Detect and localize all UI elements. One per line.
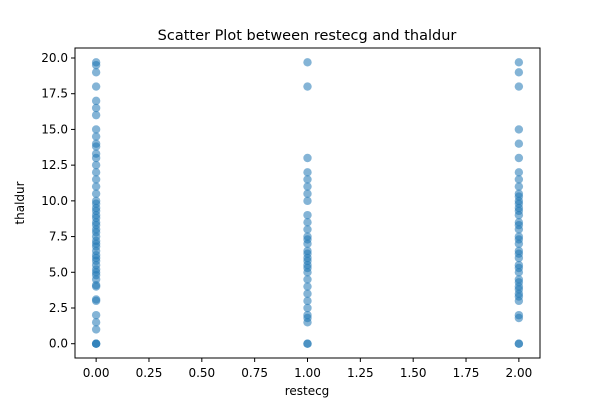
data-point (514, 139, 524, 148)
data-point (514, 275, 524, 284)
data-point (91, 125, 101, 134)
data-point (91, 103, 101, 113)
data-point (91, 318, 101, 327)
data-point (91, 96, 101, 106)
data-points (91, 58, 524, 348)
x-tick-label: 1.50 (400, 366, 427, 380)
y-axis-ticks: 0.0 2.5 5.0 7.5 10.0 12.5 15.0 17.5 20.0 (41, 51, 75, 351)
data-point (303, 182, 312, 191)
data-point (303, 168, 312, 177)
data-point (303, 196, 312, 206)
data-point (514, 232, 524, 241)
data-point (514, 260, 524, 270)
data-point (91, 189, 101, 198)
data-point (303, 232, 312, 241)
x-tick-label: 2.00 (506, 366, 533, 380)
x-axis-label: restecg (285, 384, 330, 398)
data-point (91, 339, 101, 348)
data-point (514, 218, 524, 227)
y-axis-label: thaldur (13, 181, 27, 224)
data-point (91, 168, 101, 177)
x-tick-label: 1.75 (453, 366, 480, 380)
data-point (91, 110, 101, 120)
data-point (514, 153, 524, 163)
x-tick-label: 1.00 (294, 366, 321, 380)
y-tick-label: 20.0 (41, 51, 68, 65)
x-axis-ticks: 0.00 0.25 0.50 0.75 1.00 1.25 1.50 1.75 2.00 (83, 358, 532, 380)
data-point (303, 303, 312, 313)
y-tick-label: 17.5 (41, 87, 68, 101)
data-point (91, 325, 101, 334)
data-point (303, 275, 312, 284)
y-tick-label: 10.0 (41, 194, 68, 208)
data-point (91, 132, 101, 141)
data-point (303, 289, 312, 298)
y-tick-label: 12.5 (41, 158, 68, 172)
data-point (303, 225, 312, 234)
data-point (514, 175, 524, 184)
data-point (303, 153, 312, 163)
data-point (303, 82, 312, 91)
data-point (91, 295, 101, 304)
data-point (91, 160, 101, 170)
data-point (514, 82, 524, 91)
data-point (91, 175, 101, 184)
data-point (514, 68, 524, 77)
data-point (303, 339, 312, 348)
data-point (91, 58, 101, 67)
data-point (303, 310, 312, 320)
data-point (303, 218, 312, 227)
data-point (91, 149, 101, 158)
data-point (91, 310, 101, 320)
data-point (514, 58, 524, 67)
data-point (303, 210, 312, 220)
y-tick-label: 2.5 (49, 301, 68, 315)
data-point (514, 246, 524, 256)
x-tick-label: 0.00 (83, 366, 110, 380)
data-point (91, 182, 101, 191)
y-tick-label: 0.0 (49, 337, 68, 351)
x-tick-label: 0.25 (136, 366, 163, 380)
y-tick-label: 15.0 (41, 122, 68, 136)
y-tick-label: 5.0 (49, 265, 68, 279)
data-point (514, 168, 524, 177)
data-point (303, 58, 312, 67)
data-point (91, 196, 101, 206)
data-point (303, 175, 312, 184)
data-point (514, 125, 524, 134)
data-point (514, 182, 524, 191)
data-point (514, 189, 524, 198)
data-point (91, 82, 101, 91)
data-point (303, 189, 312, 198)
data-point (514, 310, 524, 320)
data-point (514, 339, 524, 348)
x-tick-label: 0.50 (188, 366, 215, 380)
data-point (303, 296, 312, 306)
y-tick-label: 7.5 (49, 230, 68, 244)
data-point (303, 282, 312, 291)
chart-title: Scatter Plot between restecg and thaldur (158, 28, 457, 44)
x-tick-label: 0.75 (241, 366, 268, 380)
data-point (91, 68, 101, 77)
data-point (91, 139, 101, 148)
x-tick-label: 1.25 (347, 366, 374, 380)
data-point (303, 246, 312, 256)
